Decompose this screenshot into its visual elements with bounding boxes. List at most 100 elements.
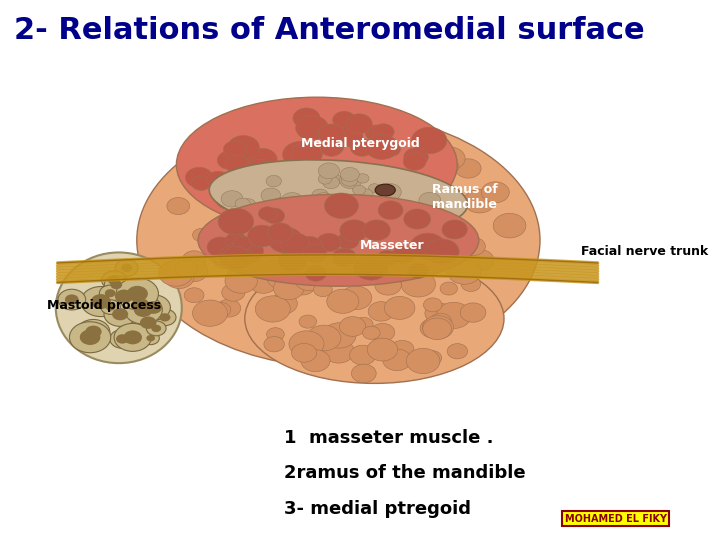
Text: Masseter: Masseter [360,239,425,252]
Text: Ramus of
mandible: Ramus of mandible [432,183,498,211]
Circle shape [405,205,437,229]
Circle shape [110,280,122,289]
Circle shape [121,264,132,272]
Circle shape [178,259,208,282]
Circle shape [229,180,257,201]
Circle shape [362,326,380,340]
Circle shape [217,151,242,170]
Circle shape [228,218,249,234]
Circle shape [325,193,359,219]
Circle shape [292,343,317,362]
Circle shape [127,286,148,302]
Circle shape [301,349,330,372]
Circle shape [151,325,161,332]
Circle shape [281,233,310,255]
Text: Mastoid process: Mastoid process [48,299,161,312]
Circle shape [210,302,230,318]
Text: Medial pterygoid: Medial pterygoid [301,137,419,150]
Circle shape [81,287,121,316]
Circle shape [106,303,115,310]
Circle shape [322,184,350,205]
Circle shape [315,194,332,208]
Circle shape [137,295,171,320]
Circle shape [223,215,248,234]
Circle shape [192,300,228,326]
Circle shape [456,159,481,178]
Circle shape [382,349,411,370]
Circle shape [207,237,234,257]
Circle shape [327,289,359,313]
Circle shape [341,286,372,309]
Circle shape [114,323,151,352]
Circle shape [442,220,467,239]
Circle shape [350,345,376,365]
Circle shape [266,328,284,341]
Circle shape [346,238,369,254]
Circle shape [436,302,471,328]
Circle shape [132,310,165,335]
Circle shape [328,126,356,147]
Circle shape [363,220,390,240]
Circle shape [294,201,312,216]
Ellipse shape [176,97,457,232]
Circle shape [404,148,428,166]
Circle shape [372,174,399,195]
Circle shape [375,275,401,295]
Circle shape [69,322,111,353]
Circle shape [382,142,400,157]
Circle shape [248,225,276,247]
Circle shape [142,332,159,345]
Circle shape [359,177,386,198]
Circle shape [405,160,436,184]
Circle shape [461,237,485,255]
Circle shape [354,254,388,280]
Circle shape [323,340,354,363]
Circle shape [217,299,240,317]
Circle shape [299,136,318,150]
Circle shape [420,241,451,264]
Circle shape [145,301,162,314]
Circle shape [175,260,198,278]
Circle shape [372,206,384,215]
Circle shape [461,277,481,292]
Circle shape [447,259,481,284]
Circle shape [221,191,243,207]
Circle shape [374,190,405,214]
Circle shape [428,154,453,173]
Circle shape [299,315,317,328]
Circle shape [132,298,149,312]
Circle shape [106,283,143,310]
Circle shape [323,323,356,348]
Circle shape [447,343,467,359]
Circle shape [366,147,402,173]
Circle shape [337,233,359,249]
Circle shape [413,139,437,157]
Circle shape [115,289,133,303]
Circle shape [307,193,326,207]
Circle shape [339,316,366,336]
Circle shape [410,259,428,273]
Circle shape [123,330,142,345]
Circle shape [65,294,78,305]
Circle shape [435,147,465,170]
Circle shape [323,176,339,188]
Circle shape [336,126,363,147]
Circle shape [235,198,250,210]
Circle shape [332,248,356,266]
Circle shape [419,192,441,208]
Circle shape [406,348,440,374]
Circle shape [191,165,211,181]
Circle shape [228,236,253,254]
Circle shape [243,159,278,185]
Circle shape [258,207,276,220]
Circle shape [357,212,377,227]
Circle shape [348,175,379,198]
Circle shape [331,291,357,310]
Circle shape [318,174,332,184]
Circle shape [330,197,362,220]
Circle shape [104,302,136,326]
Circle shape [314,282,332,296]
Circle shape [460,303,486,322]
Circle shape [372,190,405,214]
Circle shape [315,193,333,206]
